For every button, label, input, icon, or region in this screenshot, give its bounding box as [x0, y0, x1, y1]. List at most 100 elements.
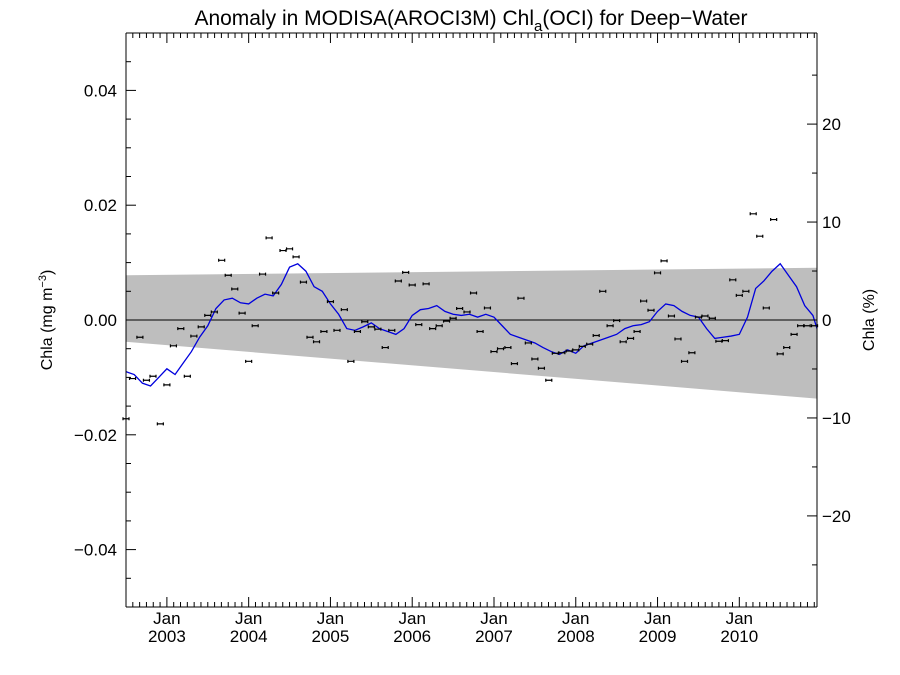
axis-tick-labels-layer: Jan2003Jan2004Jan2005Jan2006Jan2007Jan20… [74, 81, 851, 646]
x-tick-label-year: 2006 [393, 627, 431, 646]
data-point [218, 258, 226, 262]
data-point [756, 234, 764, 238]
data-point [572, 348, 580, 352]
data-point [762, 306, 770, 310]
data-point [592, 334, 600, 337]
data-point [640, 299, 648, 303]
x-tick-label-month: Jan [235, 609, 262, 628]
chart-title: Anomaly in MODISA(AROCI3M) Chla(OCI) for… [194, 7, 747, 35]
data-point [742, 289, 750, 293]
data-point [701, 314, 709, 318]
x-tick-label-year: 2010 [720, 627, 758, 646]
x-tick-label-year: 2008 [557, 627, 595, 646]
x-tick-label-year: 2005 [312, 627, 350, 646]
data-point [517, 296, 525, 300]
data-point [435, 324, 443, 328]
data-point [306, 335, 314, 339]
data-point [347, 359, 355, 363]
data-point [292, 255, 300, 259]
data-point [776, 352, 784, 356]
data-point [660, 259, 668, 263]
data-point [783, 346, 791, 350]
data-point [770, 218, 778, 222]
x-tick-label-year: 2003 [148, 627, 186, 646]
data-point [524, 341, 532, 345]
data-point [333, 328, 341, 332]
data-point [169, 344, 178, 348]
y-left-tick-label: 0.00 [84, 311, 117, 330]
data-point [688, 351, 696, 355]
y-right-tick-label: 10 [822, 213, 841, 232]
data-point [177, 327, 185, 331]
data-point [381, 346, 389, 350]
smooth-series-line [125, 262, 818, 387]
data-point [510, 362, 519, 366]
right-axis-label: Chla (%) [861, 289, 878, 351]
y-right-tick-label: 20 [822, 115, 841, 134]
data-point [456, 307, 464, 311]
x-tick-label-month: Jan [317, 609, 344, 628]
data-point [163, 383, 171, 387]
data-point [320, 329, 328, 333]
data-point [258, 272, 267, 276]
data-point [388, 328, 396, 332]
data-point [374, 327, 382, 331]
data-point [415, 323, 423, 327]
data-point [721, 339, 730, 343]
data-point [402, 270, 410, 274]
y-right-tick-label: −10 [822, 409, 851, 428]
data-point [238, 311, 246, 315]
data-point [449, 316, 457, 320]
y-left-tick-label: 0.02 [84, 196, 117, 215]
data-point [504, 346, 512, 350]
data-point [442, 319, 451, 323]
smooth-series-layer [125, 262, 818, 387]
data-point [545, 378, 553, 382]
data-point [210, 310, 218, 314]
data-point [674, 337, 682, 341]
left-axis-label-superscript: −3 [37, 275, 49, 288]
data-point [578, 344, 586, 348]
data-point [735, 293, 743, 297]
data-point [803, 324, 811, 328]
chart-title-subscript: a [534, 18, 543, 35]
data-point [558, 351, 566, 355]
data-point [633, 329, 641, 333]
data-point [749, 212, 757, 216]
data-point [231, 287, 239, 291]
axis-ticks-layer [125, 32, 817, 608]
data-point [142, 378, 151, 382]
data-point [613, 319, 621, 323]
data-point [708, 316, 716, 320]
data-point [326, 300, 335, 304]
y-left-tick-label: −0.02 [74, 426, 117, 445]
data-point [469, 291, 478, 295]
x-tick-label-month: Jan [562, 609, 589, 628]
data-point [285, 247, 294, 251]
data-point [183, 374, 191, 378]
y-right-tick-label: −20 [822, 507, 851, 526]
data-point [245, 359, 253, 363]
y-left-tick-label: 0.04 [84, 81, 117, 100]
data-point [197, 325, 205, 329]
data-point [729, 278, 737, 282]
data-point [619, 340, 627, 344]
data-point [537, 366, 546, 370]
data-point [653, 271, 662, 275]
data-point [490, 350, 498, 354]
data-point [476, 329, 484, 333]
data-point [272, 291, 280, 295]
data-point [156, 422, 164, 426]
data-point [496, 347, 505, 351]
data-point [353, 329, 362, 333]
x-tick-label-month: Jan [644, 609, 671, 628]
y-right-tick-label: 0 [822, 311, 831, 330]
data-point [422, 282, 430, 286]
data-point [361, 320, 369, 324]
data-point [136, 335, 144, 339]
data-point [299, 280, 308, 284]
data-point [531, 357, 539, 361]
x-tick-label-year: 2007 [475, 627, 513, 646]
data-point [483, 306, 492, 310]
